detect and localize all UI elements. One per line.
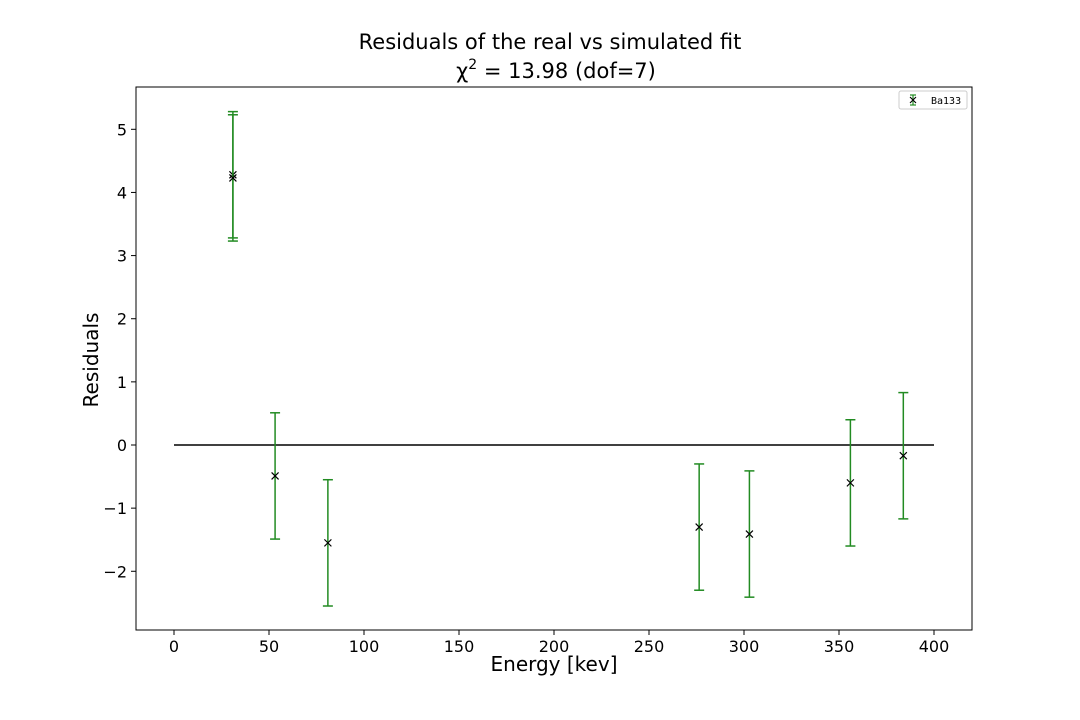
chi-value-text: = 13.98 (dof=7) [477, 59, 656, 83]
y-tick-label: 4 [117, 183, 127, 202]
x-marker [899, 451, 908, 460]
data-point [898, 391, 909, 520]
y-tick-label: 0 [117, 436, 127, 455]
y-tick-label: 2 [117, 310, 127, 329]
data-point [845, 418, 856, 547]
y-tick-label: 3 [117, 247, 127, 266]
data-point [227, 114, 238, 242]
y-axis-label: Residuals [79, 313, 103, 408]
chi-superscript: 2 [468, 57, 477, 73]
x-marker [846, 478, 855, 487]
x-axis-label: Energy [kev] [491, 652, 618, 676]
chart-title: Residuals of the real vs simulated fit [359, 30, 742, 54]
x-tick-label: 50 [259, 637, 279, 656]
data-point [270, 412, 281, 540]
x-marker [228, 173, 237, 182]
x-tick-label: 100 [349, 637, 380, 656]
x-tick-label: 400 [919, 637, 950, 656]
x-marker [271, 472, 280, 480]
x-tick-label: 300 [729, 637, 760, 656]
x-tick-label: 150 [444, 637, 475, 656]
x-marker [745, 530, 754, 538]
chi-symbol: χ [456, 59, 468, 83]
legend: Ba133 [898, 90, 968, 110]
data-point [694, 463, 705, 591]
y-tick-label: 5 [117, 120, 127, 139]
chart-subtitle: χ2 = 13.98 (dof=7) [456, 57, 656, 83]
x-marker [695, 523, 704, 532]
y-axis-ticks: −2 −1 0 1 2 3 4 5 [103, 120, 136, 581]
data-point [322, 478, 333, 607]
x-marker [323, 538, 332, 547]
x-tick-label: 250 [634, 637, 665, 656]
legend-swatch [909, 94, 917, 106]
legend-label: Ba133 [931, 96, 961, 107]
data-point [744, 470, 755, 598]
y-tick-label: 1 [117, 373, 127, 392]
x-tick-label: 200 [539, 637, 570, 656]
y-tick-label: −2 [103, 562, 127, 581]
data-marks [174, 110, 934, 607]
legend-x-marker [909, 96, 917, 104]
x-tick-label: 350 [824, 637, 855, 656]
x-tick-label: 0 [169, 637, 179, 656]
y-tick-label: −1 [103, 499, 127, 518]
x-axis-ticks: 0 50 100 150 200 250 300 350 400 [169, 630, 949, 656]
